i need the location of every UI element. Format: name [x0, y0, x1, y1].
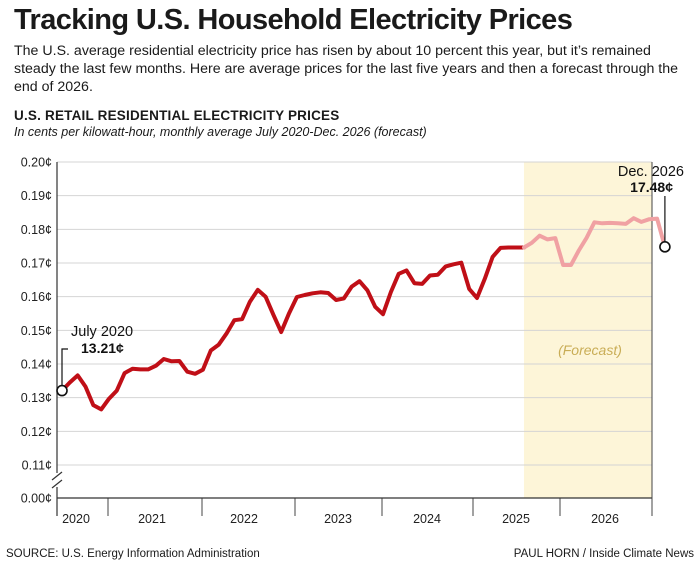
axis-break-gap [51, 473, 63, 487]
y-tick-label: 0.19¢ [21, 189, 52, 203]
source-credit: SOURCE: U.S. Energy Information Administ… [6, 548, 260, 560]
annotation-value: 17.48¢ [630, 179, 673, 195]
chart-subtitle: In cents per kilowatt-hour, monthly aver… [14, 125, 427, 139]
annotation-date: Dec. 2026 [618, 164, 684, 180]
y-tick-label: 0.18¢ [21, 223, 52, 237]
dek-text: The U.S. average residential electricity… [14, 43, 679, 95]
axis-break-mark [51, 471, 63, 481]
y-tick-label: 0.17¢ [21, 257, 52, 271]
y-tick-label: 0.00¢ [21, 492, 52, 506]
chart-title: U.S. RETAIL RESIDENTIAL ELECTRICITY PRIC… [14, 108, 340, 123]
series-line-actual [60, 245, 526, 412]
series-line-forecast [522, 216, 667, 267]
x-tick-label: 2023 [324, 512, 352, 526]
y-tick-label: 0.16¢ [21, 290, 52, 304]
y-tick-label: 0.13¢ [21, 391, 52, 405]
x-tick-label: 2025 [502, 512, 530, 526]
y-tick-label: 0.12¢ [21, 425, 52, 439]
x-tick-label: 2024 [413, 512, 441, 526]
forecast-label: (Forecast) [558, 342, 622, 358]
x-tick-label: 2026 [591, 512, 619, 526]
annotation-marker [56, 384, 68, 397]
y-tick-label: 0.20¢ [21, 156, 52, 170]
annotation-leader [61, 348, 68, 386]
x-tick-label: 2022 [230, 512, 258, 526]
y-tick-label: 0.15¢ [21, 324, 52, 338]
author-credit: PAUL HORN / Inside Climate News [513, 548, 694, 560]
axis-break-mark [51, 479, 63, 489]
y-tick-label: 0.14¢ [21, 358, 52, 372]
x-tick-label: 2021 [138, 512, 166, 526]
annotation-marker [659, 241, 671, 253]
axis-break [51, 471, 63, 489]
y-tick-label: 0.11¢ [22, 459, 52, 473]
annotation-date: July 2020 [71, 324, 133, 340]
x-tick-label: 2020 [62, 512, 90, 526]
annotation-value: 13.21¢ [81, 340, 124, 356]
headline: Tracking U.S. Household Electricity Pric… [14, 4, 573, 36]
